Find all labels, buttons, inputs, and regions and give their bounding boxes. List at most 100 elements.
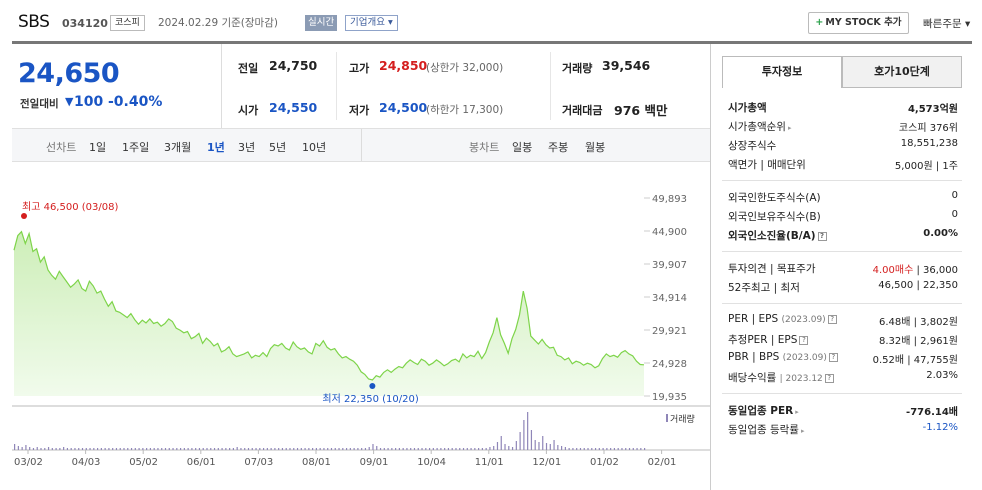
- volume-bar: [602, 448, 604, 450]
- volume-bar: [361, 448, 363, 450]
- volume-bar: [523, 420, 525, 450]
- volume-bar: [542, 436, 544, 450]
- info-row-opinion: 투자의견 | 목표주가 4.00매수 | 36,000: [728, 263, 958, 276]
- low-label: 최저 22,350 (10/20): [322, 393, 418, 405]
- upper-limit: (상한가 32,000): [426, 62, 504, 74]
- high-label: 고가: [349, 62, 370, 75]
- volume-bar: [644, 448, 646, 450]
- volume-bar: [157, 448, 159, 450]
- volume-bar: [451, 448, 453, 450]
- change-amount: 100: [74, 94, 104, 110]
- volume-bar: [519, 432, 521, 450]
- volume-bar: [183, 448, 185, 450]
- volume-bar: [470, 448, 472, 450]
- trade-amount-label: 거래대금: [562, 104, 603, 117]
- volume-bar: [568, 448, 570, 450]
- volume-bar: [402, 448, 404, 450]
- volume-bar: [104, 448, 106, 450]
- tab-orderbook[interactable]: 호가10단계: [842, 56, 962, 88]
- section-divider: [722, 303, 962, 304]
- company-overview-button[interactable]: 기업개요 ▾: [345, 15, 398, 31]
- volume-bar: [425, 448, 427, 450]
- volume-bar: [485, 448, 487, 450]
- help-icon: ?: [824, 373, 834, 383]
- volume-bar: [195, 448, 197, 450]
- period-5y[interactable]: 5년: [269, 141, 287, 154]
- volume-legend-label: 거래량: [670, 413, 695, 425]
- volume-bar: [327, 448, 329, 450]
- volume-bar: [70, 448, 72, 450]
- volume-bar: [47, 447, 50, 450]
- volume-bar: [240, 448, 242, 450]
- volume-bar: [315, 448, 317, 450]
- volume-bar: [319, 448, 321, 450]
- candle-weekly[interactable]: 주봉: [548, 141, 569, 154]
- volume-bar: [421, 448, 423, 450]
- help-icon: ?: [827, 314, 837, 324]
- volume-bar: [25, 445, 27, 450]
- volume-bar: [413, 448, 416, 450]
- volume-bar: [85, 448, 87, 450]
- volume-bar: [255, 448, 257, 450]
- info-row-est-per: 추정PER | EPS? 8.32배 | 2,961원: [728, 334, 958, 347]
- period-1w[interactable]: 1주일: [122, 141, 150, 154]
- volume-bar: [500, 436, 502, 450]
- section-divider: [722, 251, 962, 252]
- period-3y[interactable]: 3년: [238, 141, 256, 154]
- volume-bar: [342, 448, 344, 450]
- volume-bar: [455, 448, 457, 450]
- period-1y[interactable]: 1년: [207, 141, 225, 154]
- volume-bar: [161, 448, 163, 450]
- realtime-button[interactable]: 실시간: [305, 15, 338, 31]
- y-tick-label: 49,893: [652, 194, 687, 205]
- candle-daily[interactable]: 일봉: [512, 141, 533, 154]
- volume-bar: [112, 448, 114, 450]
- high-marker: [21, 213, 27, 219]
- volume-bar: [40, 448, 42, 450]
- current-price: 24,650: [18, 58, 120, 89]
- volume-bar: [508, 446, 510, 450]
- volume-bar: [74, 448, 76, 450]
- volume-bar: [66, 448, 69, 450]
- volume-bar: [364, 448, 367, 450]
- info-row-foreign-limit: 외국인한도주식수(A) 0: [728, 190, 958, 204]
- period-1d[interactable]: 1일: [89, 141, 107, 154]
- lower-limit: (하한가 17,300): [426, 104, 504, 116]
- volume-bar: [115, 448, 118, 450]
- volume-bar: [191, 448, 193, 450]
- period-divider: [361, 129, 362, 161]
- volume-bar: [564, 447, 566, 450]
- volume-bar: [459, 448, 461, 450]
- volume-bar: [93, 448, 95, 450]
- volume-bar: [432, 448, 434, 450]
- volume-bar: [447, 448, 450, 450]
- volume-bar: [583, 448, 585, 450]
- period-3m[interactable]: 3개월: [164, 141, 192, 154]
- candle-monthly[interactable]: 월봉: [585, 141, 606, 154]
- volume-bar: [247, 448, 250, 450]
- volume-bar: [81, 448, 84, 450]
- volume-bar: [534, 440, 536, 450]
- volume-bar: [410, 448, 412, 450]
- volume-bar: [440, 448, 442, 450]
- stat-divider: [550, 52, 551, 120]
- volume-bar: [557, 445, 559, 450]
- volume-bar: [549, 444, 551, 450]
- volume-bar: [436, 448, 438, 450]
- tab-investment-info[interactable]: 투자정보: [722, 56, 842, 88]
- y-tick-label: 19,935: [652, 392, 687, 403]
- my-stock-add-button[interactable]: + MY STOCK 추가: [808, 12, 909, 34]
- volume-bar: [553, 440, 555, 450]
- info-row-pbr: PBR | BPS (2023.09)? 0.52배 | 47,755원: [728, 351, 958, 366]
- volume-bar: [59, 448, 61, 450]
- quick-order-button[interactable]: 빠른주문 ▾: [923, 18, 971, 30]
- volume-bar: [598, 448, 600, 450]
- period-10y[interactable]: 10년: [302, 141, 327, 154]
- volume-bar: [527, 412, 529, 450]
- volume-bar: [444, 448, 446, 450]
- price-chart[interactable]: 49,893 44,900 39,907 34,914 29,921 24,928 19,9…: [12, 162, 710, 490]
- volume-bar: [138, 448, 140, 450]
- volume-bar: [153, 448, 155, 450]
- volume-bar: [232, 448, 235, 450]
- volume-bar: [244, 448, 246, 450]
